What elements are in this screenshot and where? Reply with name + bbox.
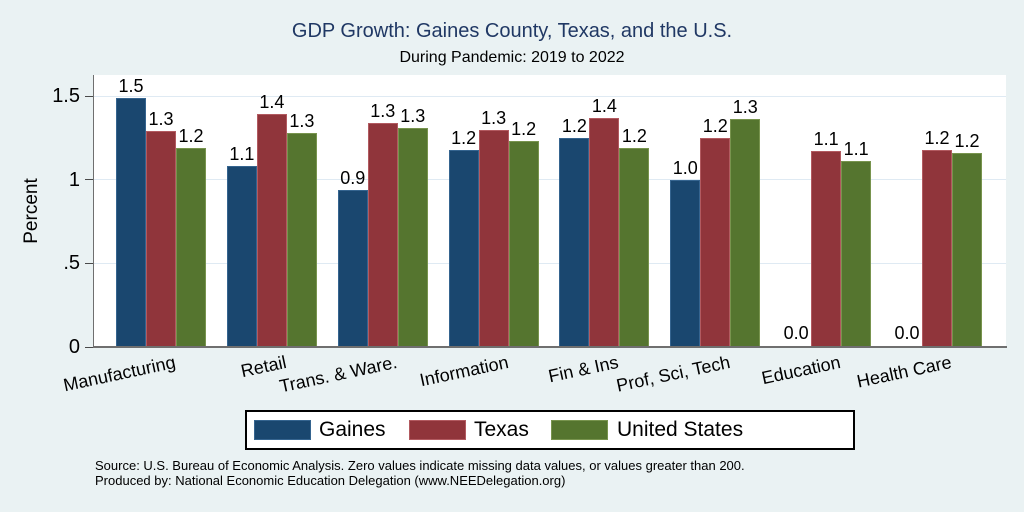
bar-label-gaines-retail: 1.1 xyxy=(229,144,255,164)
bar-texas-prof-sci-tech xyxy=(700,138,731,347)
chart-title: GDP Growth: Gaines County, Texas, and th… xyxy=(291,20,733,42)
legend-swatch-texas xyxy=(409,420,466,440)
x-label-education: Education xyxy=(759,352,843,389)
y-tick-label-0: 0 xyxy=(68,336,80,358)
bar-gaines-fin-ins xyxy=(559,138,590,347)
bar-united-states-manufacturing xyxy=(176,148,206,347)
bar-united-states-information xyxy=(508,141,539,347)
bar-texas-manufacturing xyxy=(146,131,176,347)
y-axis-line xyxy=(93,75,94,347)
bar-gaines-prof-sci-tech xyxy=(670,180,701,347)
x-label-health-care: Health Care xyxy=(855,352,954,392)
source-note: Source: U.S. Bureau of Economic Analysis… xyxy=(95,458,745,473)
bar-united-states-health-care xyxy=(952,153,983,347)
bar-texas-information xyxy=(478,130,509,347)
bar-texas-health-care xyxy=(922,150,953,347)
plot-area: 1.5 1.1 0.9 1.2 1.2 1.0 0.0 0.0 1.3 1.4 1.3 1.3 1.4 1… xyxy=(94,75,1006,347)
bar-label-united-states-manufacturing: 1.2 xyxy=(178,126,204,146)
footer-notes: Source: U.S. Bureau of Economic Analysis… xyxy=(95,458,745,488)
bar-label-gaines-trans-ware: 0.9 xyxy=(340,168,366,188)
gridline-.5 xyxy=(94,262,1006,264)
bar-texas-education xyxy=(811,151,842,347)
legend-swatch-united-states xyxy=(551,420,608,440)
y-tick-label-1.5: 1.5 xyxy=(52,85,80,108)
bar-gaines-information xyxy=(448,150,479,347)
y-tick-0 xyxy=(85,346,93,348)
y-axis-title: Percent xyxy=(21,178,42,244)
bar-texas-retail xyxy=(256,114,287,347)
bar-label-texas-prof-sci-tech: 1.2 xyxy=(702,116,728,136)
legend: Gaines Texas United States xyxy=(245,410,855,450)
bar-gaines-retail xyxy=(226,166,257,347)
x-label-trans-ware: Trans. & Ware. xyxy=(277,352,399,397)
bar-united-states-education xyxy=(841,161,872,347)
bar-label-gaines-health-care: 0.0 xyxy=(894,323,920,343)
bar-label-united-states-fin-ins: 1.2 xyxy=(621,126,647,146)
x-label-manufacturing: Manufacturing xyxy=(61,352,178,396)
bar-united-states-prof-sci-tech xyxy=(730,119,761,347)
bar-united-states-retail xyxy=(286,133,317,347)
bar-label-gaines-manufacturing: 1.5 xyxy=(118,76,144,96)
chart-subtitle: During Pandemic: 2019 to 2022 xyxy=(399,49,625,66)
y-tick-1 xyxy=(85,179,93,181)
bar-label-united-states-health-care: 1.2 xyxy=(954,131,980,151)
bar-label-gaines-prof-sci-tech: 1.0 xyxy=(672,158,698,178)
bar-gaines-manufacturing xyxy=(116,98,146,347)
bar-label-texas-education: 1.1 xyxy=(813,129,839,149)
x-label-prof-sci-tech: Prof, Sci, Tech xyxy=(614,352,732,396)
legend-label-gaines: Gaines xyxy=(319,418,386,441)
x-label-information: Information xyxy=(417,352,510,391)
y-tick-label-.5: .5 xyxy=(63,252,80,275)
bar-label-texas-trans-ware: 1.3 xyxy=(370,101,396,121)
bar-label-texas-health-care: 1.2 xyxy=(924,128,950,148)
bar-label-texas-information: 1.3 xyxy=(481,108,507,128)
bar-texas-trans-ware xyxy=(367,123,398,347)
gridline-1.5 xyxy=(94,95,1006,97)
y-tick-.5 xyxy=(85,262,93,264)
x-axis-line xyxy=(93,346,1007,348)
bar-label-united-states-prof-sci-tech: 1.3 xyxy=(732,97,758,117)
produced-by-note: Produced by: National Economic Education… xyxy=(95,473,566,488)
bar-label-texas-retail: 1.4 xyxy=(259,92,285,112)
gridline-1 xyxy=(94,179,1006,181)
bar-label-gaines-education: 0.0 xyxy=(783,323,809,343)
legend-label-united-states: United States xyxy=(617,418,744,441)
bar-united-states-fin-ins xyxy=(619,148,650,347)
legend-label-texas: Texas xyxy=(474,418,529,441)
bar-gaines-trans-ware xyxy=(337,190,368,347)
bar-label-united-states-trans-ware: 1.3 xyxy=(400,106,426,126)
y-tick-label-1: 1 xyxy=(68,168,80,191)
bar-label-gaines-fin-ins: 1.2 xyxy=(561,116,587,136)
bar-label-gaines-information: 1.2 xyxy=(451,128,477,148)
bar-label-texas-fin-ins: 1.4 xyxy=(591,96,617,116)
x-label-fin-ins: Fin & Ins xyxy=(546,352,621,387)
bar-label-united-states-education: 1.1 xyxy=(843,139,869,159)
legend-swatch-gaines xyxy=(254,420,311,440)
bar-united-states-trans-ware xyxy=(397,128,428,347)
bar-label-united-states-retail: 1.3 xyxy=(289,111,315,131)
y-tick-1.5 xyxy=(85,95,93,97)
bar-texas-fin-ins xyxy=(589,118,620,347)
bar-label-texas-manufacturing: 1.3 xyxy=(148,109,174,129)
bar-label-united-states-information: 1.2 xyxy=(511,119,537,139)
